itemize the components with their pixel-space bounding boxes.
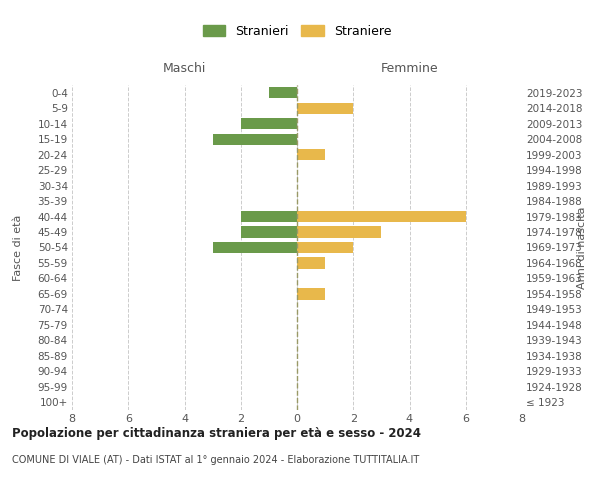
Bar [241,226,297,237]
Bar [297,226,382,237]
Bar [297,102,353,114]
Bar [297,288,325,300]
Bar [297,258,325,268]
Text: Anni di nascita: Anni di nascita [577,206,587,288]
Bar [241,211,297,222]
Text: Maschi: Maschi [163,62,206,75]
Bar [269,87,297,99]
Text: Femmine: Femmine [380,62,439,75]
Legend: Stranieri, Straniere: Stranieri, Straniere [198,20,396,42]
Bar [212,242,297,253]
Bar [297,211,466,222]
Text: Fasce di età: Fasce di età [13,214,23,280]
Bar [241,118,297,130]
Bar [297,242,353,253]
Text: COMUNE DI VIALE (AT) - Dati ISTAT al 1° gennaio 2024 - Elaborazione TUTTITALIA.I: COMUNE DI VIALE (AT) - Dati ISTAT al 1° … [12,455,419,465]
Bar [297,149,325,160]
Bar [212,134,297,144]
Text: Popolazione per cittadinanza straniera per età e sesso - 2024: Popolazione per cittadinanza straniera p… [12,428,421,440]
